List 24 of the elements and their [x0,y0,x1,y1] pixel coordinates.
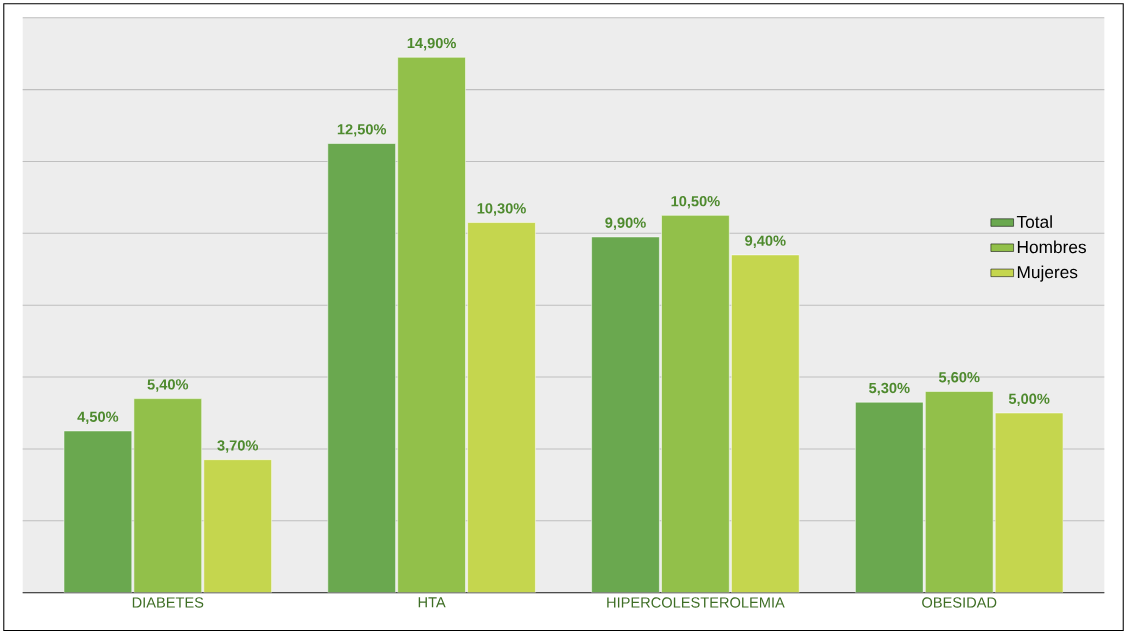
data-label: 5,40% [147,379,189,392]
bar [591,236,660,593]
bar [994,412,1064,593]
bar [327,143,396,593]
x-tick-label: HIPERCOLESTEROLEMIA [607,597,785,608]
legend-label: Mujeres [1017,265,1078,282]
data-label: 10,50% [671,195,720,209]
legend-label: Hombres [1017,240,1086,254]
data-label: 3,70% [217,440,259,453]
bar [63,430,133,593]
legend-label: Total [1016,215,1052,228]
bar [855,401,924,593]
x-tick-label: HTA [418,597,446,608]
data-label: 4,50% [77,411,119,424]
data-label: 5,60% [938,371,980,385]
data-label: 5,30% [869,382,910,396]
data-label: 10,30% [477,203,526,216]
x-tick-label: DIABETES [132,597,204,608]
data-label: 12,50% [337,124,387,137]
x-tick-label: OBESIDAD [922,597,997,608]
data-label: 14,90% [407,37,456,51]
data-label: 9,90% [605,217,646,230]
data-label: 9,40% [745,235,786,248]
data-label: 5,00% [1008,393,1050,406]
